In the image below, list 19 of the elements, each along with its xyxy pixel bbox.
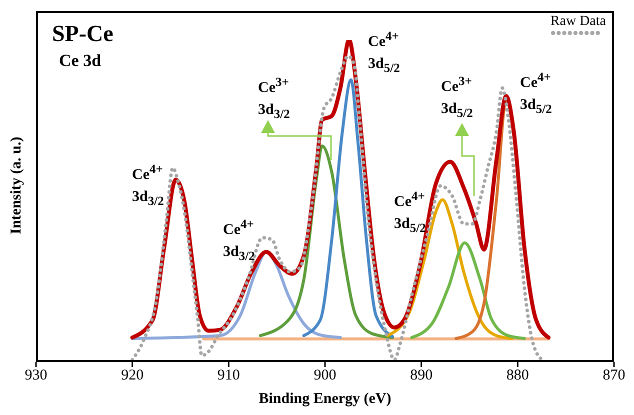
x-tick-label: 920 [121,368,144,384]
text: Raw Data [550,14,606,29]
x-tick-label: 910 [217,368,240,384]
x-tick-label: 870 [602,368,626,384]
annotation: Ce$^{4+}$ 3d$_{3/2}$ [132,161,164,210]
chart-title: SP-Ce [52,21,114,47]
text: Ce 3d [59,51,102,71]
annotation: Ce$^{4+}$ 3d$_{5/2}$ [394,188,426,237]
x-tick-label: 900 [314,368,336,384]
x-tick-label: 880 [506,368,529,384]
annotation: Ce$^{4+}$ 3d$_{3/2}$ [223,216,255,265]
x-tick-label: 930 [24,368,48,384]
y-axis-title: Intensity (a. u.) [8,135,26,236]
annotation: Ce$^{3+}$ 3d$_{5/2}$ [441,73,473,122]
x-tick-label: 890 [410,368,433,384]
annotation: Ce$^{4+}$ 3d$_{5/2}$ [368,28,400,77]
annotation: Ce$^{4+}$ 3d$_{5/2}$ [520,69,552,118]
annotation: Ce$^{3+}$ 3d$_{3/2}$ [258,74,290,123]
x-axis-title: Binding Energy (eV) [258,391,392,408]
